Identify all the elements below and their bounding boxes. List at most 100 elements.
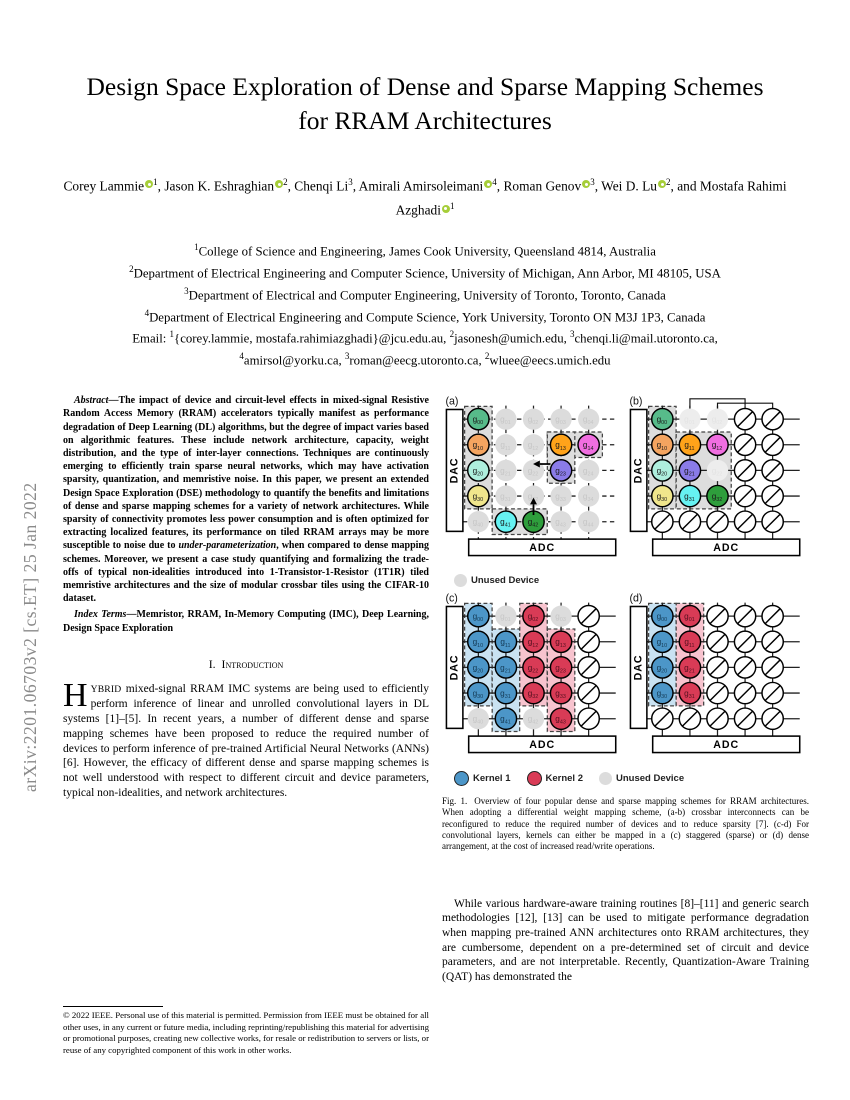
legend-label: Unused Device [616,773,685,785]
device-cell [650,630,674,654]
paper-title: Design Space Exploration of Dense and Sp… [86,72,764,135]
device-cell [550,485,572,507]
device-cell [678,681,702,705]
device-label: g01 [500,415,511,426]
affiliation-line: 4Department of Electrical Engineering an… [144,307,706,324]
bypass-slash [709,634,726,650]
figure-1: DAC ADC (a) g00 g01 g02 g03 g04 g10 g11 g12 g13 g14 g… [442,394,809,790]
device-cell [494,510,518,534]
adc-box [467,735,617,754]
bypass-slash [737,488,753,505]
bypass-slash [764,488,781,505]
right-column: DAC ADC (a) g00 g01 g02 g03 g04 g10 g11 g12 g13 g14 g… [442,394,809,1056]
kernel1-legend-dot [454,771,469,787]
dac-box [629,408,648,533]
bypass-slash [709,608,726,625]
device-cell [578,485,600,507]
device-cell [466,630,490,654]
device-cell [678,484,702,508]
dac-box [445,408,464,533]
author-list: Corey Lammie 1, Jason K. Eshraghian 2, Che… [63,177,787,218]
device-label: g20 [657,466,668,477]
device-cell [650,656,674,679]
device-cell [522,434,545,456]
orcid-icon [658,180,666,189]
author-affiliation-sup: 1 [449,201,455,212]
device-cell [522,604,545,628]
bypass-slash [580,710,597,727]
section-number: I. [208,656,216,671]
device-cell [522,408,545,430]
device-label: g10 [473,441,484,452]
device-label: g12 [712,441,723,452]
text-segment: , when compared to dense mapping schemes… [63,540,429,605]
device-label: g12 [528,441,539,452]
device-cell [466,407,490,431]
adc-box [651,735,801,754]
move-arrow-head [533,460,540,468]
device-label: g30 [657,689,668,700]
abstract-lead: Abstract [74,395,109,407]
dac-label: DAC [632,458,644,484]
device-cell [467,708,489,730]
device-label: g13 [555,441,566,452]
author-affiliation-sup: 1 [153,177,158,187]
reroute-wire [716,402,774,412]
legend-kernels: Kernel 1 Kernel 2 Unused Device [442,769,809,790]
device-label: g03 [555,415,566,426]
device-label: g42 [528,518,539,529]
bypass-slash [654,513,671,530]
left-column: Abstract—The impact of device and circui… [63,394,429,1056]
device-cell [706,459,729,482]
device-cell [522,681,545,705]
panel-label: (c) [445,593,457,605]
index-terms: Index Terms—Memristor, RRAM, In-Memory C… [63,608,429,634]
bypass-slash [737,437,753,453]
device-label: g32 [528,492,539,503]
device-cell [522,708,545,730]
device-label: g20 [657,663,668,674]
arxiv-banner: arXiv:2201.06703v2 [cs.ET] 25 Jan 2022 [20,482,40,792]
device-label: g14 [583,441,594,452]
device-cell [549,656,573,679]
device-cell [650,484,674,508]
index-terms-lead: Index Terms [74,609,127,621]
device-cell [678,630,702,654]
panel-label: (b) [629,396,642,408]
device-cell [706,408,729,430]
adc-label: ADC [529,739,555,751]
device-cell [549,459,573,482]
figure-caption: Fig. 1. Overview of four popular dense an… [442,796,809,852]
device-label: g10 [657,441,668,452]
device-label: g44 [583,518,594,529]
copyright-footnote: © 2022 IEEE. Personal use of this materi… [63,1006,429,1056]
device-cell [678,459,702,482]
device-label: g10 [473,638,484,649]
author-affiliation-sup: 4 [492,177,497,187]
affiliation-line: 2Department of Electrical Engineering an… [129,263,721,281]
author-affiliation-sup: 3 [348,177,353,187]
device-label: g40 [473,518,484,529]
device-label: g00 [657,612,668,623]
bypass-slash [764,608,781,625]
device-label: g40 [473,715,484,726]
device-label: g31 [684,492,695,503]
bypass-slash [737,659,753,676]
legend-label: Unused Device [471,575,540,587]
bypass-slash [764,685,781,702]
device-cell [494,707,518,731]
legend-label: Kernel 1 [473,773,511,785]
device-cell [495,459,517,482]
device-cell [522,656,545,679]
device-label: g03 [555,612,566,623]
legend-entry: Kernel 1 [454,771,511,787]
bypass-slash [709,685,726,702]
text-segment: —Memristor, RRAM, In-Memory Computing (I… [63,609,429,634]
device-cell [466,681,490,705]
device-label: g31 [684,689,695,700]
device-label: g23 [555,466,566,477]
device-label: g32 [712,492,723,503]
device-cell [522,485,545,507]
device-label: g02 [712,415,723,426]
